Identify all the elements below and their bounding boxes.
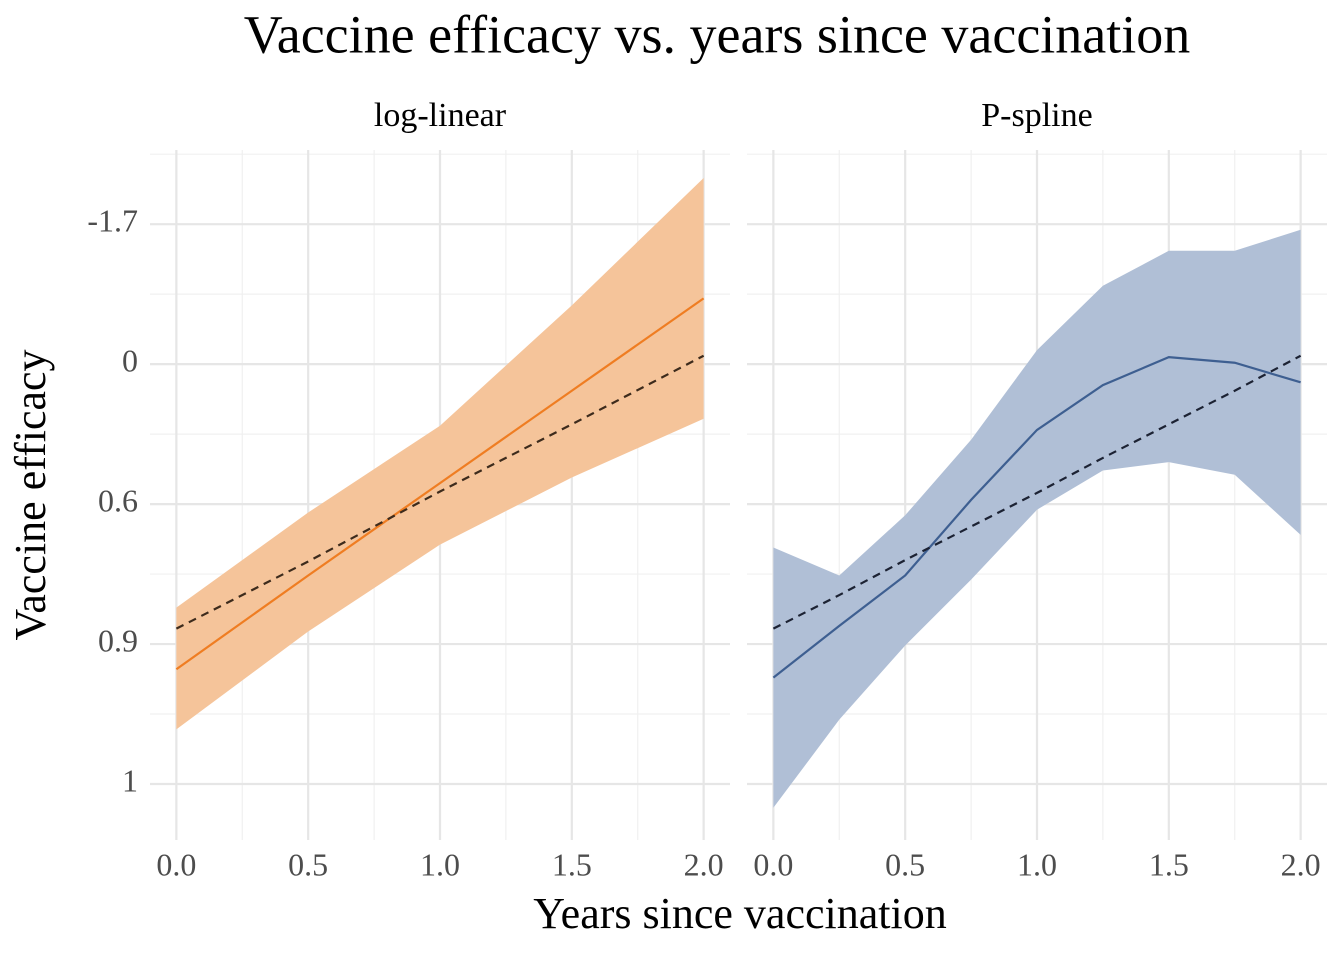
estimate-line	[175, 297, 705, 671]
chart-title: Vaccine efficacy vs. years since vaccina…	[244, 4, 1191, 64]
facet-title: log-linear	[374, 97, 507, 134]
x-tick-label: 0.0	[753, 846, 793, 882]
x-tick-label: 0.5	[885, 846, 925, 882]
confidence-band	[773, 229, 1301, 808]
confidence-band	[176, 177, 704, 730]
y-tick-label: 1	[122, 762, 138, 798]
estimate-line	[772, 356, 1301, 679]
x-tick-label: 2.0	[1281, 846, 1321, 882]
y-axis-label: Vaccine efficacy	[6, 349, 55, 640]
facet-title: P-spline	[981, 97, 1092, 134]
y-tick-label: -1.7	[87, 203, 138, 239]
x-tick-label: 0.5	[288, 846, 328, 882]
x-tick-label: 2.0	[684, 846, 724, 882]
x-tick-label: 1.0	[420, 846, 460, 882]
x-tick-label: 1.5	[552, 846, 592, 882]
y-tick-label: 0.9	[98, 622, 138, 658]
reference-line	[175, 354, 705, 630]
y-tick-label: 0.6	[98, 482, 138, 518]
reference-line	[772, 354, 1302, 630]
x-tick-label: 1.5	[1149, 846, 1189, 882]
y-tick-label: 0	[122, 342, 138, 378]
x-tick-label: 0.0	[156, 846, 196, 882]
x-axis-label: Years since vaccination	[533, 889, 946, 938]
x-tick-label: 1.0	[1017, 846, 1057, 882]
